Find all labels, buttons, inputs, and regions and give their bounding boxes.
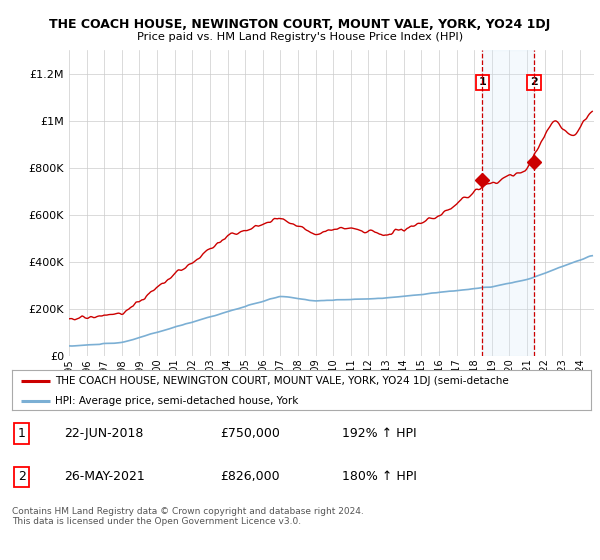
Text: 26-MAY-2021: 26-MAY-2021 bbox=[64, 470, 145, 483]
Text: 192% ↑ HPI: 192% ↑ HPI bbox=[342, 427, 416, 440]
Text: Price paid vs. HM Land Registry's House Price Index (HPI): Price paid vs. HM Land Registry's House … bbox=[137, 32, 463, 43]
Text: 1: 1 bbox=[479, 77, 487, 87]
Text: Contains HM Land Registry data © Crown copyright and database right 2024.
This d: Contains HM Land Registry data © Crown c… bbox=[12, 507, 364, 526]
Text: 2: 2 bbox=[18, 470, 26, 483]
Text: £750,000: £750,000 bbox=[220, 427, 280, 440]
Text: HPI: Average price, semi-detached house, York: HPI: Average price, semi-detached house,… bbox=[55, 396, 299, 406]
Text: £826,000: £826,000 bbox=[220, 470, 280, 483]
Text: THE COACH HOUSE, NEWINGTON COURT, MOUNT VALE, YORK, YO24 1DJ (semi-detache: THE COACH HOUSE, NEWINGTON COURT, MOUNT … bbox=[55, 376, 509, 386]
Text: 180% ↑ HPI: 180% ↑ HPI bbox=[342, 470, 417, 483]
Text: 1: 1 bbox=[18, 427, 26, 440]
Text: THE COACH HOUSE, NEWINGTON COURT, MOUNT VALE, YORK, YO24 1DJ: THE COACH HOUSE, NEWINGTON COURT, MOUNT … bbox=[49, 18, 551, 31]
Text: 22-JUN-2018: 22-JUN-2018 bbox=[64, 427, 143, 440]
Text: 2: 2 bbox=[530, 77, 538, 87]
Bar bbox=[482, 50, 534, 356]
